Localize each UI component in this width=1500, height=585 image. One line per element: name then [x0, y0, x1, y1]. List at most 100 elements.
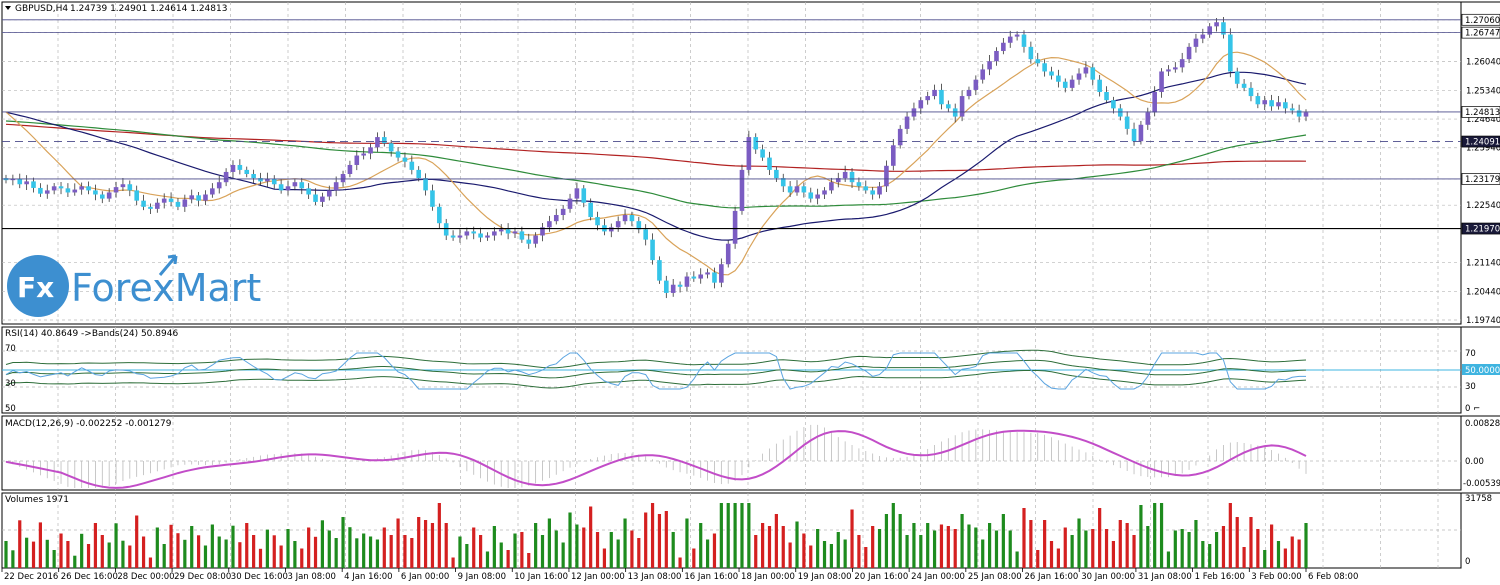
candle-body[interactable]	[560, 208, 566, 216]
volumes-pane[interactable]: Volumes 1971 31758 0	[2, 493, 1492, 568]
candle-body[interactable]	[230, 164, 236, 172]
candle-body[interactable]	[1283, 102, 1288, 109]
candle-body[interactable]	[581, 188, 587, 203]
candle-body[interactable]	[608, 227, 614, 232]
triangle-down-icon[interactable]	[5, 6, 11, 10]
candle-body[interactable]	[698, 274, 704, 279]
candle-body[interactable]	[1035, 59, 1041, 64]
candle-body[interactable]	[1248, 87, 1254, 97]
candle-body[interactable]	[1131, 128, 1137, 142]
candle-body[interactable]	[533, 235, 538, 244]
candle-body[interactable]	[1200, 34, 1206, 39]
candle-body[interactable]	[911, 108, 917, 117]
candle-body[interactable]	[884, 165, 889, 187]
candle-body[interactable]	[787, 186, 793, 193]
candle-body[interactable]	[808, 192, 814, 199]
candle-body[interactable]	[636, 221, 642, 230]
candle-body[interactable]	[657, 260, 662, 281]
candle-body[interactable]	[244, 169, 250, 174]
candle-body[interactable]	[1097, 79, 1102, 92]
candle-body[interactable]	[725, 243, 731, 265]
candle-body[interactable]	[849, 171, 855, 183]
candle-body[interactable]	[753, 137, 759, 150]
candle-body[interactable]	[437, 206, 442, 224]
candle-body[interactable]	[1117, 108, 1123, 117]
candle-body[interactable]	[292, 182, 298, 187]
candle-body[interactable]	[1221, 22, 1226, 35]
candle-body[interactable]	[822, 190, 827, 195]
candle-body[interactable]	[354, 155, 360, 165]
candle-body[interactable]	[471, 231, 477, 234]
candle-body[interactable]	[1138, 124, 1144, 142]
candle-body[interactable]	[58, 186, 64, 189]
candle-body[interactable]	[829, 182, 834, 191]
candle-body[interactable]	[313, 194, 318, 202]
candle-body[interactable]	[1083, 67, 1089, 74]
candle-body[interactable]	[450, 235, 456, 238]
candle-body[interactable]	[505, 229, 511, 234]
candle-body[interactable]	[388, 143, 394, 152]
candle-body[interactable]	[1193, 38, 1199, 47]
candle-body[interactable]	[361, 153, 366, 156]
candle-body[interactable]	[994, 50, 999, 62]
candle-body[interactable]	[333, 182, 339, 191]
candle-body[interactable]	[430, 190, 435, 207]
candle-body[interactable]	[155, 202, 160, 209]
candle-body[interactable]	[512, 231, 518, 234]
candle-body[interactable]	[932, 89, 937, 97]
candle-body[interactable]	[877, 186, 882, 195]
horizontal-levels[interactable]	[2, 19, 1461, 230]
candle-body[interactable]	[347, 164, 353, 174]
candle-body[interactable]	[1090, 67, 1096, 80]
candle-body[interactable]	[664, 280, 669, 293]
candle-body[interactable]	[897, 128, 903, 146]
candle-body[interactable]	[216, 182, 222, 189]
candle-body[interactable]	[271, 178, 277, 185]
candle-body[interactable]	[134, 190, 139, 201]
candle-body[interactable]	[51, 186, 57, 191]
candle-body[interactable]	[443, 223, 449, 236]
candle-body[interactable]	[629, 215, 635, 222]
candle-body[interactable]	[712, 272, 717, 283]
candle-body[interactable]	[93, 190, 98, 195]
candle-body[interactable]	[168, 198, 174, 202]
candle-body[interactable]	[519, 231, 525, 240]
candle-body[interactable]	[1296, 110, 1302, 117]
candle-body[interactable]	[492, 231, 497, 236]
candle-body[interactable]	[719, 264, 724, 283]
candle-body[interactable]	[767, 157, 772, 170]
candle-body[interactable]	[691, 276, 697, 279]
candle-body[interactable]	[127, 184, 133, 191]
candle-body[interactable]	[285, 186, 291, 191]
candle-body[interactable]	[643, 229, 648, 240]
candle-body[interactable]	[196, 195, 201, 201]
price-pane[interactable]	[2, 2, 1461, 324]
candle-body[interactable]	[987, 61, 992, 70]
candle-body[interactable]	[952, 108, 958, 117]
candle-body[interactable]	[1173, 67, 1178, 70]
candle-body[interactable]	[161, 198, 167, 203]
candle-body[interactable]	[1014, 34, 1020, 37]
candle-body[interactable]	[1228, 34, 1233, 72]
candle-body[interactable]	[210, 188, 215, 195]
candle-body[interactable]	[547, 221, 552, 228]
candle-body[interactable]	[1303, 112, 1309, 117]
candle-body[interactable]	[175, 201, 181, 207]
candle-body[interactable]	[780, 178, 786, 187]
candle-body[interactable]	[622, 215, 628, 222]
candle-body[interactable]	[1145, 112, 1151, 125]
candle-body[interactable]	[1255, 96, 1261, 105]
candle-body[interactable]	[306, 188, 311, 195]
candle-body[interactable]	[498, 229, 504, 232]
candle-body[interactable]	[1186, 46, 1192, 60]
candle-body[interactable]	[732, 210, 738, 244]
candle-body[interactable]	[86, 186, 91, 191]
candle-body[interactable]	[10, 178, 16, 181]
candle-body[interactable]	[1241, 83, 1247, 88]
candle-body[interactable]	[1289, 108, 1295, 111]
macd-pane[interactable]: MACD(12,26,9) -0.002252 -0.001279 0.0082…	[2, 416, 1500, 490]
candle-body[interactable]	[299, 182, 305, 189]
candle-body[interactable]	[794, 186, 800, 193]
candle-body[interactable]	[526, 239, 532, 244]
candle-body[interactable]	[416, 169, 421, 179]
